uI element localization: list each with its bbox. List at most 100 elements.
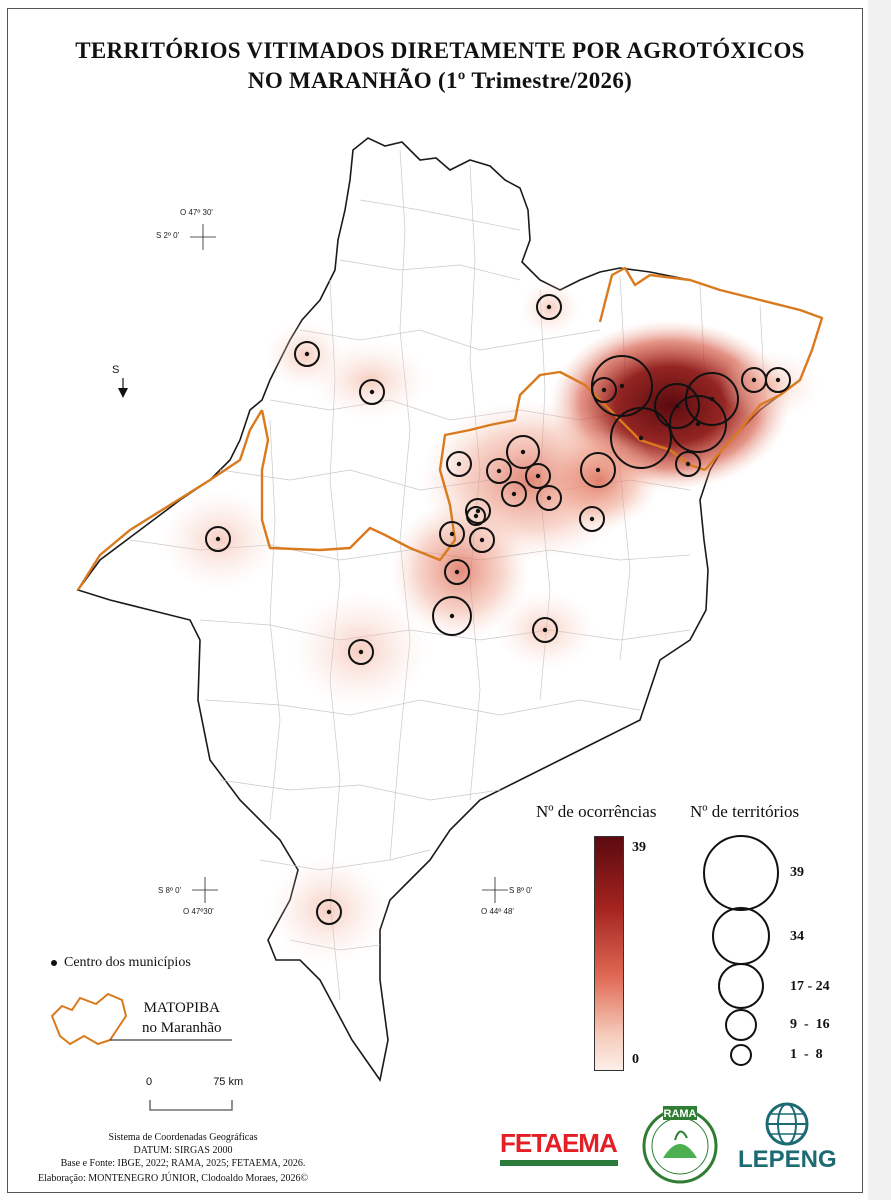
municipality-center-dot: [369, 389, 375, 395]
map-title-line1: TERRITÓRIOS VITIMADOS DIRETAMENTE POR AG…: [75, 38, 805, 63]
scale-start: 0: [146, 1076, 153, 1088]
territory-circle: [439, 521, 465, 547]
matopiba-label-line2: no Maranhão: [142, 1020, 222, 1036]
footer-line2: DATUM: SIRGAS 2000: [133, 1145, 233, 1156]
municipality-center-dot: [304, 351, 310, 357]
matopiba-legend-shape: [50, 992, 128, 1046]
territory-circle: [501, 481, 527, 507]
legend-circles: [703, 835, 779, 1066]
municipality-center-dot: [326, 909, 332, 915]
municipality-center-dot: [542, 627, 548, 633]
municipality-center-dot: [449, 613, 455, 619]
municipality-center-dot: [601, 387, 607, 393]
legend-circle-9-16: [725, 1009, 757, 1041]
municipality-center-dot: [775, 377, 781, 383]
territory-circle: [316, 899, 342, 925]
territory-circle: [466, 506, 486, 526]
municipality-center-dot: [454, 569, 460, 575]
coord-se-lon: O 44º 48': [481, 907, 514, 916]
centro-label: Centro dos municípios: [64, 955, 191, 970]
territory-circles: [205, 294, 791, 925]
legend-circle-39: [703, 835, 779, 911]
gradient-max-label: 39: [632, 840, 646, 855]
territory-circle: [444, 559, 470, 585]
centro-bullet-icon: [51, 960, 57, 966]
territory-circle: [205, 526, 231, 552]
fetaema-logo-text: FETAEMA: [500, 1128, 618, 1158]
territory-circle: [348, 639, 374, 665]
territory-circle: [610, 407, 672, 469]
municipality-center-dot: [535, 473, 541, 479]
right-margin: [868, 0, 891, 1200]
coord-nw-lon: O 47º 30': [180, 208, 213, 217]
legend-circle-34: [712, 907, 770, 965]
map-frame: [7, 8, 863, 1193]
municipality-center-dot: [751, 377, 757, 383]
gradient-min-label: 0: [632, 1052, 639, 1067]
municipality-center-dot: [215, 536, 221, 542]
map-title-line2: NO MARANHÃO (1º Trimestre/2026): [247, 68, 633, 93]
lepeng-globe-icon: [765, 1102, 809, 1146]
footer-credit: Elaboração: MONTENEGRO JÚNIOR, Clodoaldo…: [38, 1173, 309, 1184]
legend-class-9-16: 9 - 16: [790, 1017, 830, 1032]
territory-circle: [359, 379, 385, 405]
matopiba-outline: [76, 266, 824, 591]
matopiba-label-line1: MATOPIBA: [143, 1000, 220, 1016]
coord-sw-lat: S 8º 0': [158, 886, 182, 895]
territory-circle: [536, 294, 562, 320]
territory-circle: [465, 498, 491, 524]
legend-class-1-8: 1 - 8: [790, 1047, 823, 1062]
lepeng-logo: LEPENG: [738, 1100, 837, 1180]
territory-circle: [486, 458, 512, 484]
municipality-center-dot: [479, 537, 485, 543]
territory-circle: [579, 506, 605, 532]
municipality-center-dot: [619, 383, 625, 389]
territory-circle: [580, 452, 616, 488]
coord-se-lat: S 8º 0': [509, 886, 533, 895]
municipality-center-dot: [709, 396, 715, 402]
scale-bar: [149, 1100, 233, 1111]
legend-class-39: 39: [790, 865, 804, 880]
legend-territories-title: Nº de territórios: [690, 802, 800, 821]
coord-sw-lon: O 47º30': [183, 907, 214, 916]
rama-logo: RAMA: [637, 1100, 723, 1186]
footer-line3: Base e Fonte: IBGE, 2022; RAMA, 2025; FE…: [60, 1158, 306, 1169]
territory-circle: [536, 485, 562, 511]
north-arrow-label: S: [112, 364, 120, 376]
territory-circle: [446, 451, 472, 477]
rama-logo-icon: RAMA: [642, 1106, 718, 1184]
territory-circle: [532, 617, 558, 643]
municipality-center-dot: [546, 304, 552, 310]
municipality-center-dot: [685, 461, 691, 467]
fetaema-logo: FETAEMA: [500, 1128, 618, 1168]
coord-nw-lat: S 2º 0': [156, 231, 180, 240]
coordinate-crosses: [190, 224, 508, 903]
territory-circle: [506, 435, 540, 469]
municipality-center-dot: [595, 467, 601, 473]
municipality-center-dot: [638, 435, 644, 441]
legend-class-17-24: 17 - 24: [790, 979, 830, 994]
territory-circle: [432, 596, 472, 636]
legend-circle-17-24: [718, 963, 764, 1009]
municipality-center-dot: [520, 449, 526, 455]
territory-circle: [654, 383, 700, 429]
north-arrow-icon: [118, 388, 128, 398]
map-title: TERRITÓRIOS VITIMADOS DIRETAMENTE POR AG…: [20, 36, 860, 96]
municipality-center-dot: [496, 468, 502, 474]
territory-circle: [765, 367, 791, 393]
footer-line1: Sistema de Coordenadas Geográficas: [108, 1132, 258, 1143]
occurrence-gradient-bar: [594, 836, 624, 1071]
rama-logo-text: RAMA: [664, 1108, 697, 1120]
municipality-center-dot: [511, 491, 517, 497]
territory-circle: [525, 463, 551, 489]
footer-info: Sistema de Coordenadas Geográficas DATUM…: [38, 1131, 328, 1170]
territory-circle: [675, 451, 701, 477]
municipality-center-dot: [456, 461, 462, 467]
legend-occurrences-title: Nº de ocorrências: [536, 802, 657, 821]
municipality-center-dot: [358, 649, 364, 655]
scale-end: 75 km: [213, 1076, 244, 1088]
territory-circle: [669, 395, 727, 453]
municipality-center-dot: [589, 516, 595, 522]
lepeng-logo-text: LEPENG: [738, 1146, 837, 1173]
municipality-center-dot: [473, 513, 479, 519]
